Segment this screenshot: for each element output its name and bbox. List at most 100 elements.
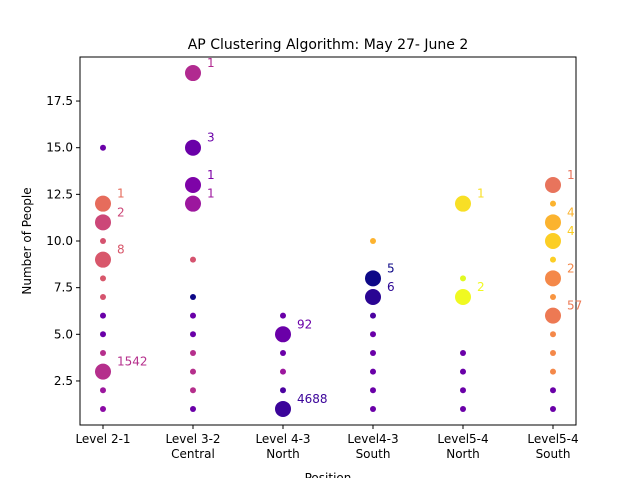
point bbox=[460, 349, 466, 356]
point bbox=[190, 256, 196, 263]
y-tick-label: 2.5 bbox=[54, 374, 73, 388]
point bbox=[280, 368, 286, 375]
point bbox=[550, 387, 556, 394]
point bbox=[95, 214, 111, 231]
point bbox=[550, 405, 556, 412]
point bbox=[455, 195, 471, 212]
point bbox=[545, 270, 561, 287]
point bbox=[185, 195, 201, 212]
point bbox=[190, 331, 196, 338]
point bbox=[275, 326, 291, 343]
point bbox=[100, 312, 106, 319]
point-label: 4688 bbox=[297, 392, 328, 406]
point-label: 1 bbox=[567, 168, 575, 182]
point bbox=[370, 312, 376, 319]
point bbox=[280, 312, 286, 319]
point-label: 1542 bbox=[117, 355, 148, 369]
point bbox=[370, 405, 376, 412]
x-tick-label: Level 3-2 bbox=[165, 432, 220, 446]
x-tick-label: South bbox=[536, 447, 571, 461]
y-tick-label: 15.0 bbox=[46, 141, 73, 155]
point bbox=[545, 214, 561, 231]
point bbox=[185, 65, 201, 82]
point bbox=[190, 312, 196, 319]
point bbox=[185, 177, 201, 194]
point bbox=[370, 368, 376, 375]
point bbox=[95, 195, 111, 212]
y-tick-label: 17.5 bbox=[46, 94, 73, 108]
point bbox=[100, 275, 106, 282]
x-tick-label: Level 2-1 bbox=[75, 432, 130, 446]
point-label: 1 bbox=[207, 168, 215, 182]
point bbox=[275, 400, 291, 417]
point bbox=[100, 144, 106, 151]
point bbox=[545, 233, 561, 249]
point bbox=[95, 363, 111, 380]
y-tick-label: 10.0 bbox=[46, 234, 73, 248]
point bbox=[95, 251, 111, 268]
y-tick-label: 5.0 bbox=[54, 327, 73, 341]
point-label: 2 bbox=[477, 280, 485, 294]
point bbox=[550, 293, 556, 300]
point bbox=[280, 349, 286, 356]
x-tick-label: Level5-4 bbox=[527, 432, 578, 446]
x-tick-label: North bbox=[446, 447, 480, 461]
point-label: 92 bbox=[297, 317, 312, 331]
y-tick-label: 7.5 bbox=[54, 281, 73, 295]
point-label: 2 bbox=[567, 261, 575, 275]
point-label: 4 bbox=[567, 224, 575, 238]
point-label: 3 bbox=[207, 131, 215, 145]
point bbox=[370, 238, 376, 244]
point bbox=[370, 387, 376, 394]
point bbox=[365, 270, 381, 287]
point bbox=[370, 331, 376, 338]
point bbox=[190, 387, 196, 394]
point bbox=[550, 368, 556, 375]
point bbox=[550, 200, 556, 207]
point bbox=[460, 405, 466, 412]
point-label: 1 bbox=[477, 187, 485, 201]
point-label: 1 bbox=[207, 56, 215, 70]
point bbox=[100, 349, 106, 356]
point bbox=[100, 331, 106, 338]
point bbox=[100, 405, 106, 412]
point bbox=[545, 307, 561, 324]
point bbox=[460, 275, 466, 282]
point bbox=[190, 349, 196, 356]
point bbox=[190, 368, 196, 375]
point-label: 1 bbox=[117, 187, 125, 201]
point bbox=[455, 288, 471, 305]
point-label: 6 bbox=[387, 280, 395, 294]
point-label: 2 bbox=[117, 205, 125, 219]
point bbox=[100, 238, 106, 244]
point-label: 8 bbox=[117, 243, 125, 257]
point-label: 4 bbox=[567, 205, 575, 219]
point bbox=[190, 293, 196, 300]
x-tick-label: Level 4-3 bbox=[255, 432, 310, 446]
point bbox=[460, 368, 466, 375]
point-label: 5 bbox=[387, 261, 395, 275]
point bbox=[280, 387, 286, 394]
point bbox=[550, 331, 556, 338]
point bbox=[370, 349, 376, 356]
chart-title: AP Clustering Algorithm: May 27- June 2 bbox=[188, 37, 469, 53]
x-tick-label: South bbox=[356, 447, 391, 461]
point bbox=[550, 256, 556, 263]
point bbox=[545, 177, 561, 194]
point-label: 57 bbox=[567, 299, 582, 313]
y-axis-label: Number of People bbox=[20, 187, 34, 294]
x-tick-label: Level5-4 bbox=[437, 432, 488, 446]
x-axis-label: Position bbox=[305, 471, 352, 478]
point bbox=[190, 405, 196, 412]
point bbox=[365, 288, 381, 305]
y-tick-label: 12.5 bbox=[46, 187, 73, 201]
point bbox=[460, 387, 466, 394]
x-tick-label: Central bbox=[171, 447, 215, 461]
point-label: 1 bbox=[207, 187, 215, 201]
x-tick-label: North bbox=[266, 447, 300, 461]
point bbox=[185, 139, 201, 156]
point bbox=[550, 349, 556, 356]
x-tick-label: Level4-3 bbox=[347, 432, 398, 446]
